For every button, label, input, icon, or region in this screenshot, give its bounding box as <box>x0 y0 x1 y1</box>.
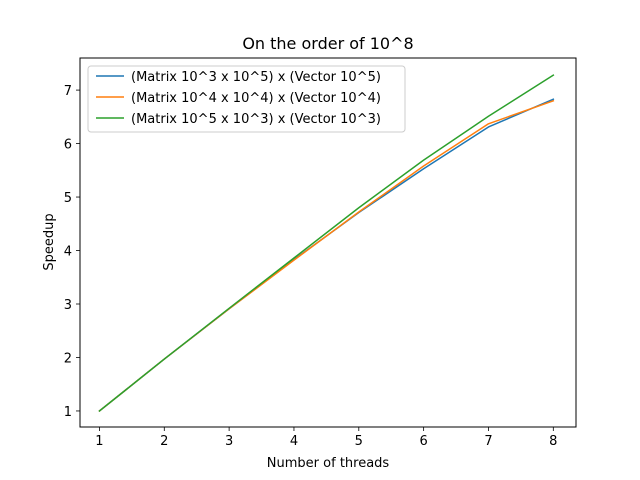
x-axis-ticks: 1 2 3 4 5 6 7 8 <box>95 427 557 449</box>
y-tick-label: 3 <box>64 298 72 313</box>
x-tick-label: 4 <box>290 434 298 449</box>
x-tick-label: 7 <box>484 434 492 449</box>
series-line-3 <box>98 74 555 413</box>
x-axis-label: Number of threads <box>267 456 390 471</box>
x-tick-label: 5 <box>355 434 363 449</box>
chart-title: On the order of 10^8 <box>242 34 413 53</box>
y-tick-label: 5 <box>64 191 72 206</box>
y-tick-label: 6 <box>64 138 72 153</box>
y-axis-label: Speedup <box>42 213 57 270</box>
y-tick-label: 2 <box>64 351 72 366</box>
x-tick-label: 2 <box>160 434 168 449</box>
legend-label-2: (Matrix 10^4 x 10^4) x (Vector 10^4) <box>131 91 381 106</box>
y-tick-label: 7 <box>64 84 72 99</box>
legend-label-3: (Matrix 10^5 x 10^3) x (Vector 10^3) <box>131 112 381 127</box>
legend-box <box>87 65 406 133</box>
x-tick-label: 8 <box>549 434 557 449</box>
y-axis-ticks: 1 2 3 4 5 6 7 <box>64 84 80 420</box>
plot-frame <box>79 57 577 428</box>
x-tick-label: 1 <box>95 434 103 449</box>
y-tick-label: 1 <box>64 405 72 420</box>
legend: (Matrix 10^3 x 10^5) x (Vector 10^5) (Mat… <box>87 65 406 133</box>
series-lines <box>98 74 555 413</box>
x-tick-label: 6 <box>419 434 427 449</box>
y-tick-label: 4 <box>64 245 72 260</box>
legend-label-1: (Matrix 10^3 x 10^5) x (Vector 10^5) <box>131 70 381 85</box>
x-tick-label: 3 <box>225 434 233 449</box>
